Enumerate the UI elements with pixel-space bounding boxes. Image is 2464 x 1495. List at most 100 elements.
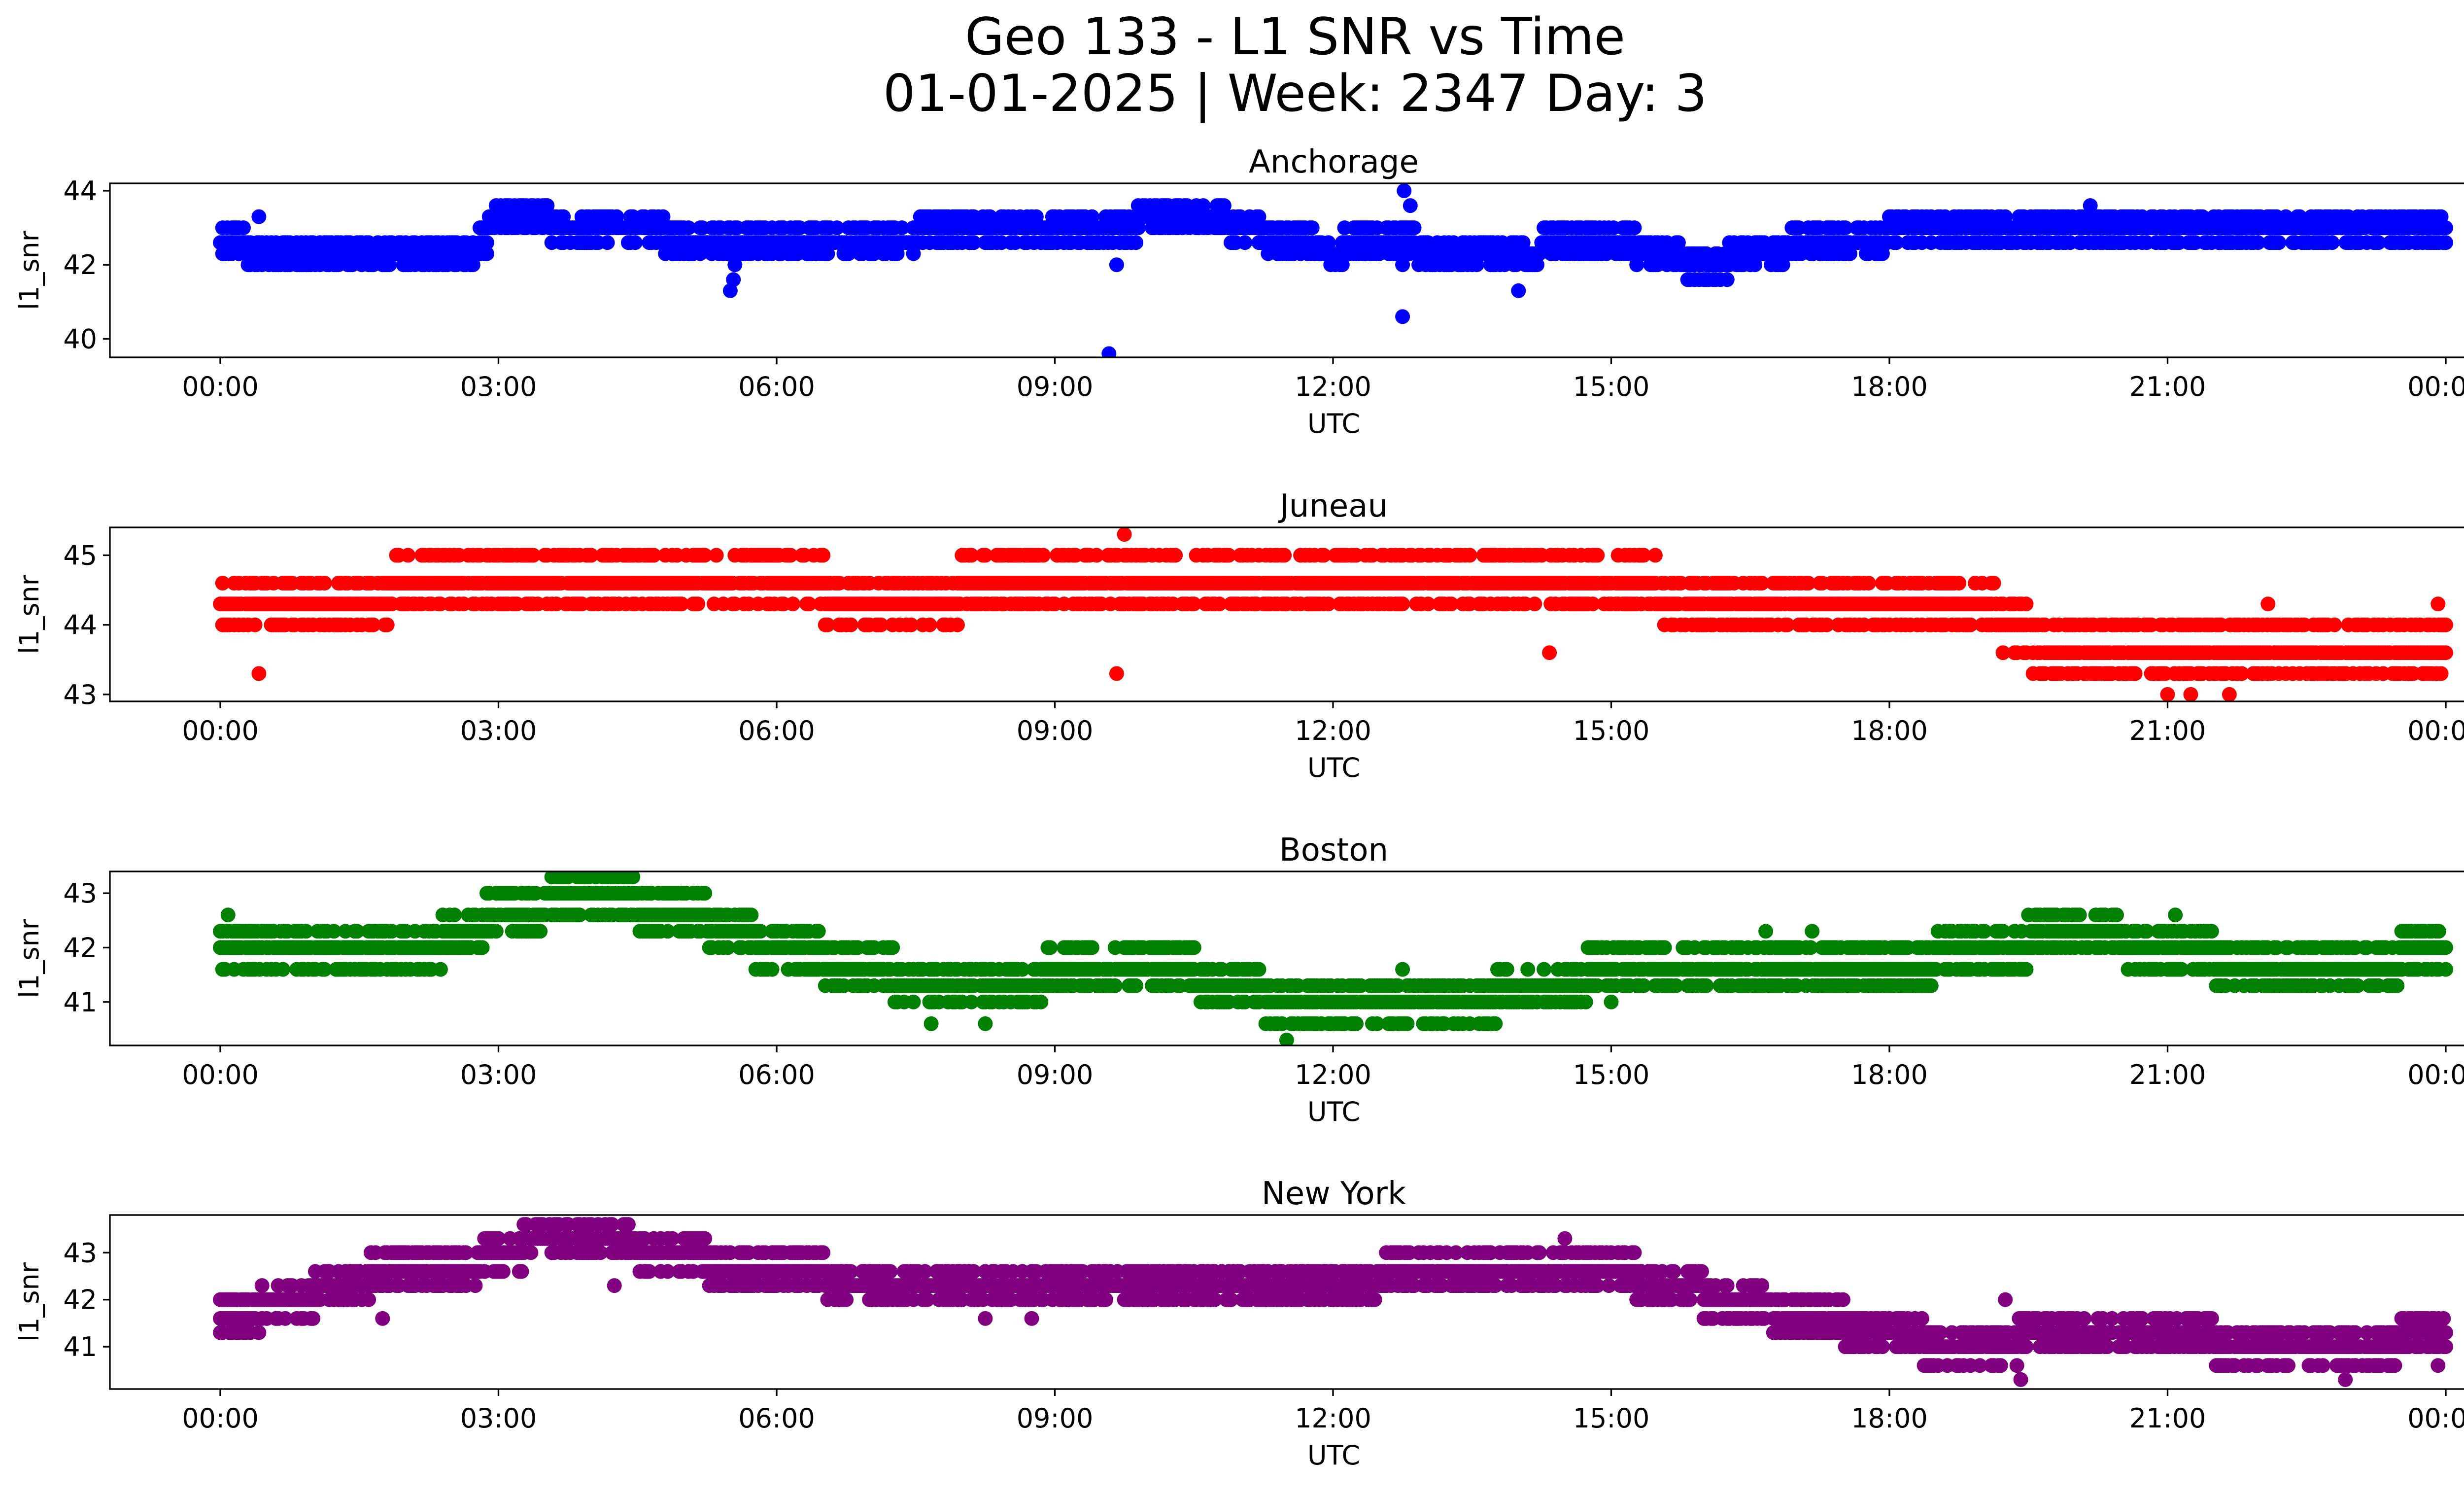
outlier-point-anchorage-7 [1397,183,1412,198]
data-point-juneau-383 [646,548,661,563]
outlier-point-anchorage-13 [251,209,267,224]
x-axis-label-juneau: UTC [1307,752,1360,783]
data-point-juneau-325 [583,548,599,563]
x-tick-label-anchorage-8: 00:00 [2407,371,2464,402]
data-point-anchorage-1054 [1406,220,1422,236]
data-point-boston-939 [1251,962,1266,977]
x-tick-label-juneau-7: 21:00 [2129,715,2206,746]
data-point-anchorage-1146 [1515,235,1531,250]
data-point-boston-503 [764,962,780,977]
data-point-juneau-1367 [1801,576,1816,591]
data-point-anchorage-246 [479,235,494,250]
data-point-juneau-490 [783,548,798,563]
data-point-anchorage-1820 [2271,235,2287,250]
x-tick-label-juneau-1: 03:00 [460,715,537,746]
data-point-juneau-1418 [1861,576,1876,591]
data-point-juneau-953 [1321,596,1336,612]
outlier-point-anchorage-3 [1101,346,1117,357]
data-point-juneau-3 [215,576,230,591]
data-point-juneau-426 [697,548,713,563]
y-tick-label-juneau-0: 43 [63,679,97,710]
data-point-juneau-639 [964,548,979,563]
data-point-boston-205 [447,907,462,923]
data-point-anchorage-973 [1321,235,1336,250]
x-tick-label-anchorage-6: 18:00 [1851,371,1928,402]
data-point-juneau-1533 [1995,645,2011,661]
data-point-juneau-518 [820,617,835,632]
data-point-anchorage-1570 [1998,209,2013,224]
x-axis-label-anchorage: UTC [1307,408,1360,439]
data-point-juneau-407 [674,596,689,612]
data-point-juneau-29 [247,617,263,632]
data-point-anchorage-771 [1084,209,1099,224]
x-tick-label-anchorage-7: 21:00 [2129,371,2206,402]
data-point-anchorage-421 [681,220,696,236]
data-point-anchorage-1463 [1875,246,1890,261]
data-point-anchorage-157 [382,257,397,273]
data-point-boston-242 [488,924,504,939]
data-point-anchorage-811 [1130,220,1146,236]
x-tick-label-juneau-2: 06:00 [738,715,815,746]
data-point-anchorage-1287 [1671,235,1686,250]
data-point-juneau-1181 [1585,596,1600,612]
outlier-point-juneau-8 [2430,596,2446,612]
data-point-anchorage-808 [1129,235,1144,250]
data-point-anchorage-1824 [2278,209,2293,224]
data-point-juneau-865 [1221,548,1236,563]
scatter-points-boston [213,871,2453,1045]
data-point-anchorage-1749 [2195,209,2210,224]
data-point-boston-373 [625,871,641,884]
data-point-juneau-711 [1036,548,1051,563]
data-point-juneau-433 [709,548,724,563]
y-axis-label-anchorage: l1_snr [14,230,45,310]
data-point-anchorage-686 [982,209,997,224]
data-point-juneau-145 [379,617,395,632]
data-point-anchorage-1159 [1532,246,1547,261]
data-point-juneau-1835 [2327,617,2342,632]
panel-title-juneau: Juneau [1278,488,1388,524]
data-point-juneau-91 [317,576,332,591]
data-point-juneau-1652 [2127,666,2143,681]
outlier-point-anchorage-12 [537,198,552,213]
data-point-anchorage-355 [600,235,615,250]
data-point-anchorage-429 [692,246,708,261]
figure-title-line1: Geo 133 - L1 SNR vs Time [965,7,1625,67]
data-point-boston-878 [1186,940,1201,955]
outlier-point-juneau-0 [251,666,267,681]
x-tick-label-juneau-5: 15:00 [1573,715,1650,746]
data-point-boston-735 [1033,994,1049,1009]
outlier-point-anchorage-11 [2083,198,2098,213]
data-point-anchorage-672 [966,235,981,250]
data-point-juneau-1186 [1590,548,1605,563]
data-point-juneau-164 [401,548,415,563]
data-point-boston-746 [1043,940,1058,955]
outlier-point-juneau-1 [1109,666,1124,681]
data-point-boston-628 [906,994,921,1009]
outlier-point-anchorage-1 [726,272,741,287]
outlier-point-anchorage-9 [1511,283,1526,298]
y-tick-label-anchorage-0: 40 [63,323,97,354]
data-point-juneau-1233 [1647,548,1663,563]
data-point-boston-323 [572,907,587,923]
data-point-anchorage-550 [829,220,845,236]
data-point-juneau-836 [1186,596,1201,612]
y-axis-label-juneau: l1_snr [14,574,45,654]
outlier-point-juneau-2 [1117,527,1132,542]
y-tick-label-juneau-1: 44 [63,610,97,641]
data-point-anchorage-912 [1251,209,1266,224]
data-point-boston-59 [275,962,290,977]
data-point-anchorage-395 [655,209,671,224]
data-point-boston-190 [433,962,448,977]
outlier-point-juneau-4 [2160,687,2175,701]
data-point-juneau-603 [922,617,937,632]
data-point-juneau-538 [843,617,858,632]
data-point-boston-676 [964,994,979,1009]
data-point-anchorage-1834 [2292,209,2307,224]
outlier-point-anchorage-2 [727,257,743,273]
data-point-juneau-1021 [1395,596,1410,612]
data-point-boston-119 [349,924,365,939]
